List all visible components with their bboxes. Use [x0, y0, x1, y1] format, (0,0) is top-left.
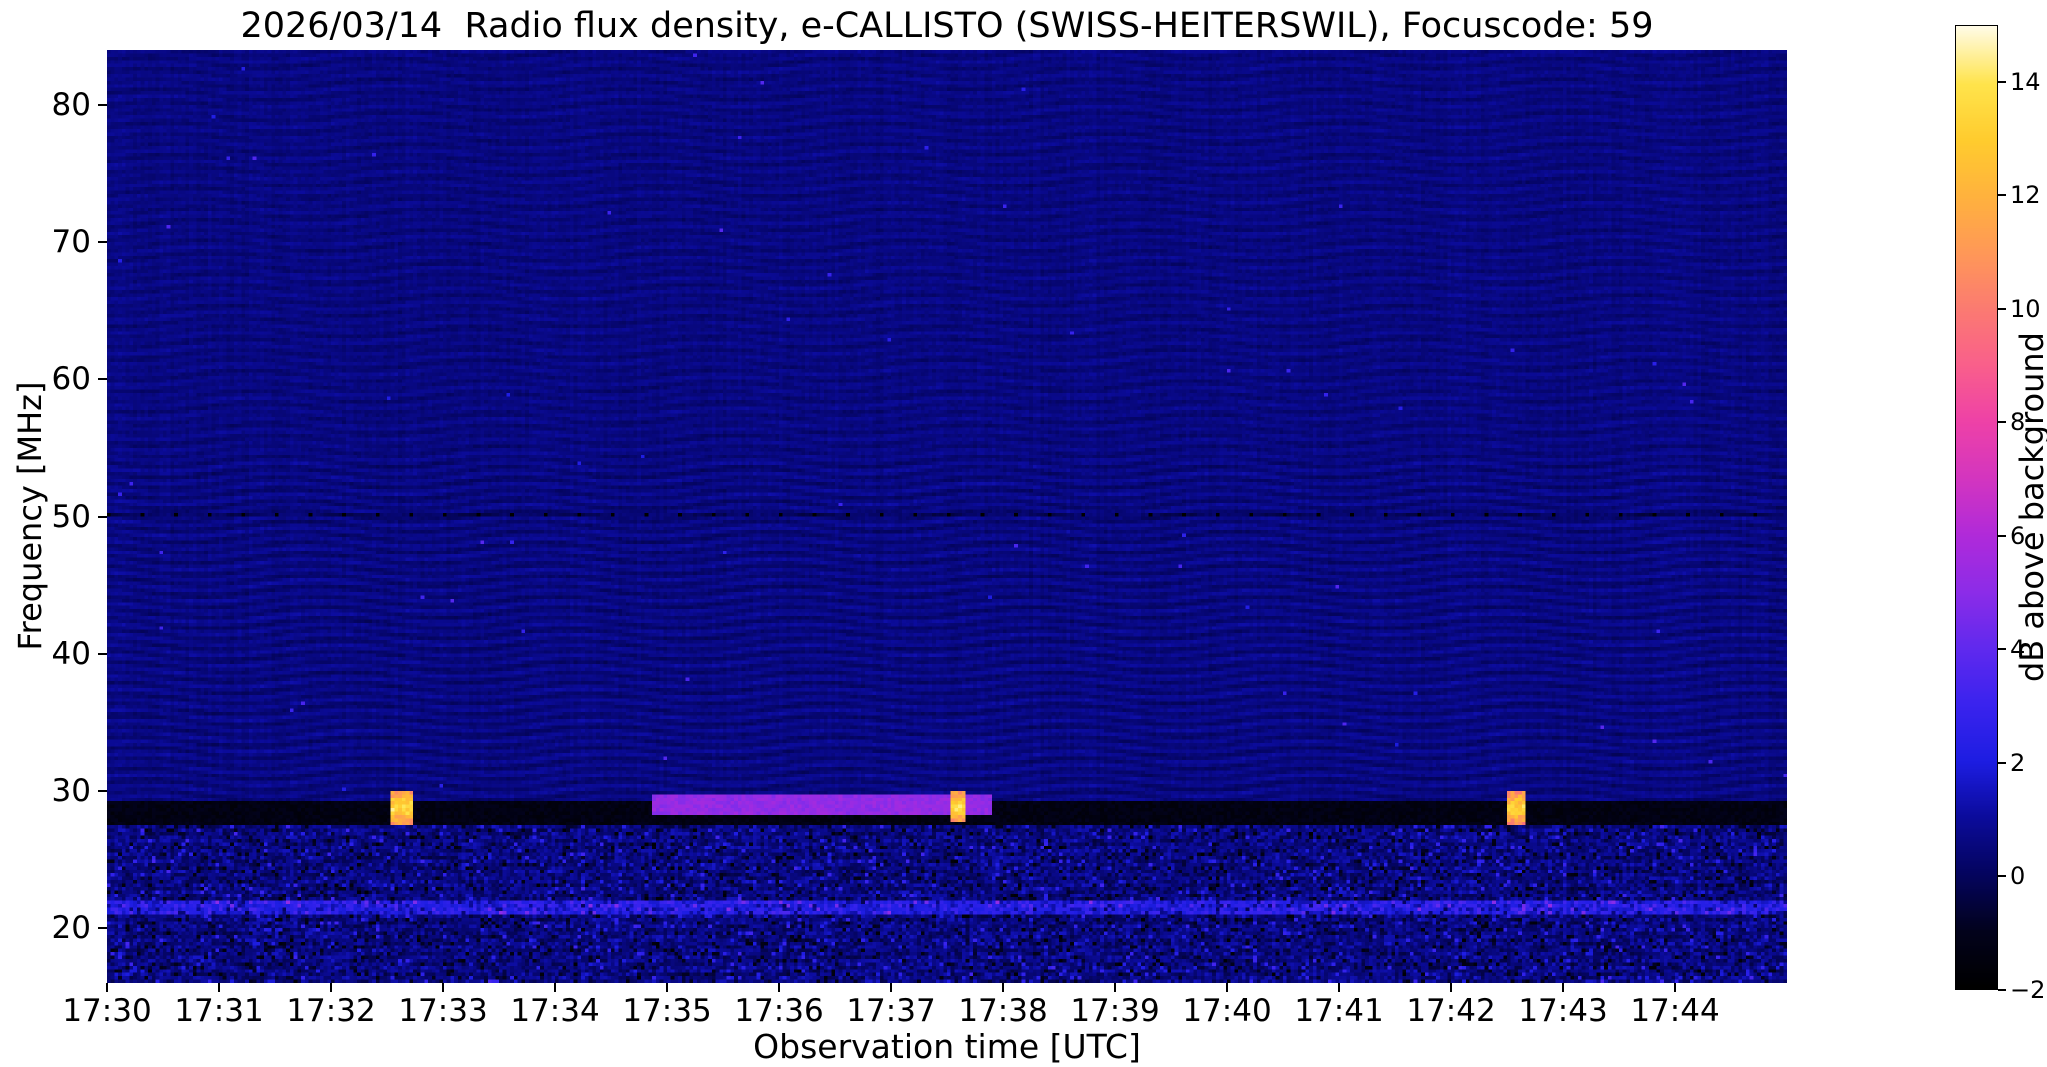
- y-tick-mark: [98, 652, 107, 655]
- colorbar-tick-mark: [1998, 80, 2006, 83]
- x-tick-label: 17:43: [1518, 993, 1608, 1029]
- y-tick-mark: [98, 515, 107, 518]
- spectrogram-heatmap: [107, 50, 1787, 983]
- x-tick-label: 17:36: [734, 993, 824, 1029]
- x-tick-mark: [554, 983, 556, 992]
- x-tick-mark: [442, 983, 444, 992]
- y-tick-mark: [98, 103, 107, 106]
- y-tick-mark: [98, 927, 107, 930]
- y-tick-label: 40: [51, 635, 91, 672]
- y-tick-mark: [98, 789, 107, 792]
- x-tick-label: 17:34: [510, 993, 600, 1029]
- x-tick-mark: [106, 983, 108, 992]
- colorbar-tick-label: 6: [2010, 521, 2026, 550]
- x-tick-label: 17:40: [1182, 993, 1272, 1029]
- y-tick-label: 30: [51, 772, 91, 809]
- x-tick-label: 17:41: [1294, 993, 1384, 1029]
- y-tick-mark: [98, 241, 107, 244]
- x-tick-label: 17:42: [1406, 993, 1496, 1029]
- x-tick-mark: [330, 983, 332, 992]
- colorbar-tick-label: 2: [2010, 748, 2026, 777]
- x-tick-mark: [890, 983, 892, 992]
- x-tick-label: 17:32: [286, 993, 376, 1029]
- x-tick-mark: [218, 983, 220, 992]
- x-axis-label: Observation time [UTC]: [753, 1027, 1141, 1066]
- colorbar-tick-label: 12: [2010, 181, 2041, 210]
- colorbar-tick-label: 4: [2010, 635, 2026, 664]
- x-tick-label: 17:30: [62, 993, 152, 1029]
- colorbar: [1955, 25, 1998, 990]
- colorbar-tick-label: 14: [2010, 67, 2041, 96]
- chart-title: 2026/03/14 Radio flux density, e-CALLIST…: [240, 6, 1654, 46]
- y-tick-label: 80: [51, 86, 91, 123]
- colorbar-tick-mark: [1998, 875, 2006, 878]
- colorbar-tick-label: −2: [2010, 976, 2046, 1004]
- x-tick-mark: [778, 983, 780, 992]
- colorbar-tick-label: 0: [2010, 862, 2026, 891]
- x-tick-label: 17:37: [846, 993, 936, 1029]
- colorbar-tick-mark: [1998, 307, 2006, 310]
- x-tick-label: 17:44: [1630, 993, 1720, 1029]
- colorbar-tick-label: 8: [2010, 408, 2026, 437]
- colorbar-tick-mark: [1998, 761, 2006, 764]
- colorbar-tick-mark: [1998, 194, 2006, 197]
- x-tick-mark: [1002, 983, 1004, 992]
- x-tick-label: 17:38: [958, 993, 1048, 1029]
- y-tick-label: 70: [51, 224, 91, 261]
- x-tick-mark: [1450, 983, 1452, 992]
- x-tick-mark: [1562, 983, 1564, 992]
- x-tick-mark: [1226, 983, 1228, 992]
- x-tick-mark: [666, 983, 668, 992]
- colorbar-tick-label: 10: [2010, 294, 2041, 323]
- x-tick-label: 17:35: [622, 993, 712, 1029]
- x-tick-label: 17:31: [174, 993, 264, 1029]
- colorbar-tick-mark: [1998, 648, 2006, 651]
- x-tick-mark: [1338, 983, 1340, 992]
- colorbar-label: dB above background: [2013, 332, 2047, 682]
- y-tick-label: 50: [51, 498, 91, 535]
- x-tick-mark: [1114, 983, 1116, 992]
- x-tick-mark: [1674, 983, 1676, 992]
- colorbar-tick-mark: [1998, 421, 2006, 424]
- y-tick-mark: [98, 378, 107, 381]
- x-tick-label: 17:39: [1070, 993, 1160, 1029]
- y-tick-label: 60: [51, 361, 91, 398]
- colorbar-tick-mark: [1998, 534, 2006, 537]
- colorbar-tick-mark: [1998, 989, 2006, 991]
- y-tick-label: 20: [51, 910, 91, 947]
- x-tick-label: 17:33: [398, 993, 488, 1029]
